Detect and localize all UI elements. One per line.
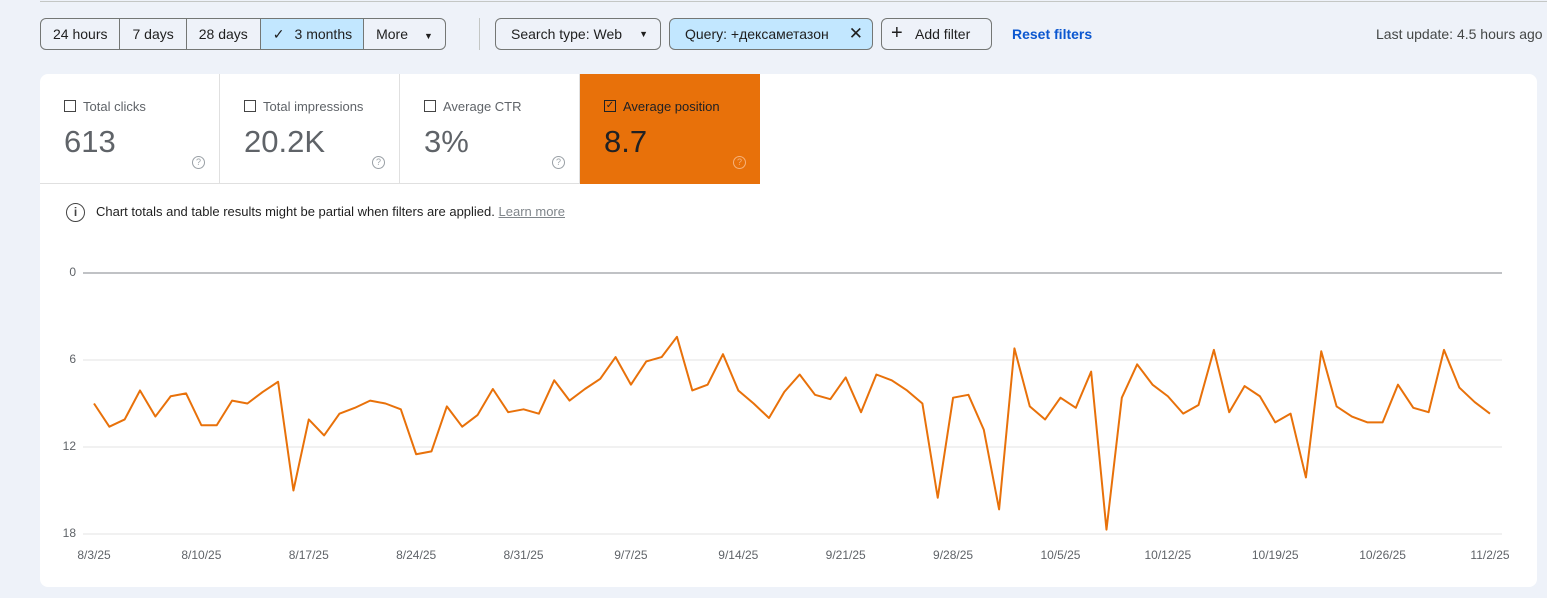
check-icon: ✓ — [272, 26, 285, 42]
x-tick-label: 9/21/25 — [826, 548, 866, 562]
metric-tile[interactable]: Average CTR 3%? — [400, 74, 580, 184]
metric-label: Average CTR — [443, 99, 522, 114]
x-tick-label: 8/10/25 — [181, 548, 221, 562]
checkbox — [64, 100, 76, 112]
metric-label: Total impressions — [263, 99, 364, 114]
label: 3 months — [294, 26, 353, 42]
search-type-chip[interactable]: Search type: Web ▼ — [495, 18, 661, 50]
info-icon: i — [66, 203, 85, 222]
x-tick-label: 9/28/25 — [933, 548, 973, 562]
x-tick-label: 10/19/25 — [1252, 548, 1299, 562]
notice: Chart totals and table results might be … — [96, 204, 565, 219]
remove-icon[interactable]: ✕ — [848, 24, 863, 43]
label: 24 hours — [53, 26, 108, 42]
date-range-button[interactable]: More ▼ — [364, 19, 445, 49]
metric-tile[interactable]: ✓ Average position 8.7? — [580, 74, 760, 184]
divider — [479, 18, 480, 50]
divider — [40, 1, 1547, 2]
reset-filters-link[interactable]: Reset filters — [1012, 26, 1093, 42]
y-tick-label: 0 — [69, 265, 76, 279]
x-tick-label: 10/26/25 — [1359, 548, 1406, 562]
label: Add filter — [915, 26, 971, 42]
date-range-button[interactable]: 28 days — [187, 19, 261, 49]
query-filter-chip[interactable]: Query: +дексаметазон ✕ — [669, 18, 873, 50]
help-icon: ? — [192, 156, 205, 169]
y-tick-label: 12 — [63, 439, 77, 453]
metric-label: Average position — [623, 99, 720, 114]
x-tick-label: 8/31/25 — [504, 548, 544, 562]
help-icon: ? — [372, 156, 385, 169]
plus-icon: + — [891, 22, 903, 44]
checkbox — [244, 100, 256, 112]
add-filter-button[interactable]: + Add filter — [881, 18, 992, 50]
data-line — [93, 335, 1491, 531]
performance-card — [40, 74, 1537, 587]
help-icon: ? — [552, 156, 565, 169]
x-tick-label: 8/24/25 — [396, 548, 436, 562]
date-range-button[interactable]: 7 days — [120, 19, 187, 49]
help-icon: ? — [733, 156, 746, 169]
x-tick-label: 10/5/25 — [1040, 548, 1080, 562]
notice-text: Chart totals and table results might be … — [96, 204, 495, 219]
x-tick-label: 9/14/25 — [718, 548, 758, 562]
label: Query: +дексаметазон — [685, 26, 829, 42]
x-tick-label: 8/3/25 — [77, 548, 111, 562]
x-tick-label: 8/17/25 — [289, 548, 329, 562]
dropdown-icon: ▼ — [639, 29, 648, 39]
date-range-button[interactable]: 24 hours — [41, 19, 121, 49]
x-tick-label: 11/2/25 — [1470, 548, 1509, 562]
checkbox: ✓ — [604, 100, 616, 112]
metric-tile[interactable]: Total clicks 613? — [40, 74, 220, 184]
metric-tile[interactable]: Total impressions 20.2K? — [220, 74, 400, 184]
y-tick-label: 18 — [63, 526, 77, 540]
learn-more-link[interactable]: Learn more — [498, 204, 565, 219]
date-range-button[interactable]: ✓ 3 months — [260, 19, 365, 49]
metric-value: 613 — [64, 124, 116, 159]
label: Search type: Web — [511, 26, 623, 42]
checkbox — [424, 100, 436, 112]
x-tick-label: 10/12/25 — [1144, 548, 1191, 562]
metric-value: 3% — [424, 124, 469, 159]
y-tick-label: 6 — [69, 352, 76, 366]
x-tick-label: 9/7/25 — [614, 548, 648, 562]
metric-value: 8.7 — [604, 124, 648, 159]
label: 28 days — [198, 26, 248, 42]
date-range-group: 24 hours 7 days 28 days ✓ 3 months More ▼ — [40, 18, 446, 50]
dropdown-icon: ▼ — [424, 31, 433, 41]
last-update: Last update: 4.5 hours ago — [1376, 26, 1543, 42]
label: More — [376, 26, 409, 42]
label: 7 days — [132, 26, 174, 42]
metric-value: 20.2K — [244, 124, 326, 159]
metric-label: Total clicks — [83, 99, 146, 114]
